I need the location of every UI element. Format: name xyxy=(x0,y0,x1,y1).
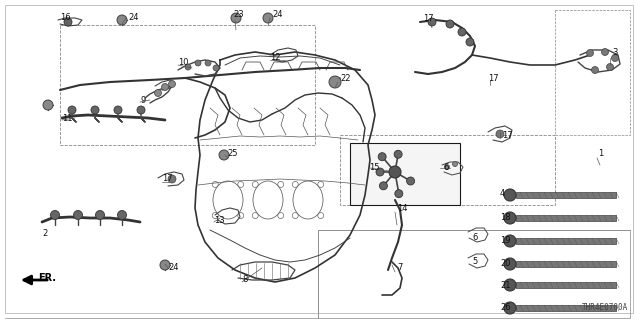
Text: 26: 26 xyxy=(500,303,511,313)
Circle shape xyxy=(394,150,402,158)
Text: FR.: FR. xyxy=(38,273,56,283)
Circle shape xyxy=(68,106,76,114)
Circle shape xyxy=(458,28,466,36)
Circle shape xyxy=(64,18,72,26)
Circle shape xyxy=(586,50,593,57)
Circle shape xyxy=(602,49,609,55)
Text: 21: 21 xyxy=(500,281,511,290)
Circle shape xyxy=(504,189,516,201)
Circle shape xyxy=(452,162,458,166)
Circle shape xyxy=(504,258,516,270)
Circle shape xyxy=(168,81,175,87)
Circle shape xyxy=(205,60,211,66)
Text: 20: 20 xyxy=(500,259,511,268)
Text: 24: 24 xyxy=(272,10,282,19)
Circle shape xyxy=(428,18,436,26)
Text: 6: 6 xyxy=(443,163,449,172)
Text: 25: 25 xyxy=(227,148,237,157)
Text: 17: 17 xyxy=(162,173,173,182)
Circle shape xyxy=(329,76,341,88)
Text: 5: 5 xyxy=(472,257,477,266)
Circle shape xyxy=(378,153,386,161)
Circle shape xyxy=(395,190,403,198)
Circle shape xyxy=(406,177,415,185)
Text: 11: 11 xyxy=(62,114,72,123)
Circle shape xyxy=(389,166,401,178)
Circle shape xyxy=(160,260,170,270)
Circle shape xyxy=(504,235,516,247)
Text: 12: 12 xyxy=(270,52,280,61)
Text: 6: 6 xyxy=(472,233,477,242)
Bar xyxy=(350,143,460,205)
Bar xyxy=(60,25,315,145)
Circle shape xyxy=(496,130,504,138)
Circle shape xyxy=(154,90,161,97)
Circle shape xyxy=(51,211,60,220)
Bar xyxy=(555,10,630,135)
Circle shape xyxy=(380,182,387,190)
Circle shape xyxy=(74,211,83,220)
Text: 8: 8 xyxy=(242,276,248,284)
Circle shape xyxy=(607,63,614,70)
Circle shape xyxy=(213,65,219,71)
Circle shape xyxy=(263,13,273,23)
Text: 2: 2 xyxy=(42,228,47,237)
Circle shape xyxy=(376,168,384,176)
Text: THR4E0700A: THR4E0700A xyxy=(582,303,628,312)
Text: 19: 19 xyxy=(500,236,511,244)
Text: 13: 13 xyxy=(214,215,225,225)
Text: 15: 15 xyxy=(369,163,380,172)
Circle shape xyxy=(91,106,99,114)
Text: 10: 10 xyxy=(178,58,189,67)
Text: 3: 3 xyxy=(612,47,618,57)
Circle shape xyxy=(95,211,104,220)
Bar xyxy=(318,230,630,318)
Circle shape xyxy=(611,54,618,61)
Circle shape xyxy=(219,150,229,160)
Text: 17: 17 xyxy=(502,131,513,140)
Text: 22: 22 xyxy=(340,74,351,83)
Text: 9: 9 xyxy=(140,95,145,105)
Text: 1: 1 xyxy=(598,148,604,157)
Circle shape xyxy=(504,279,516,291)
Text: 7: 7 xyxy=(397,263,403,273)
Circle shape xyxy=(195,60,201,66)
Bar xyxy=(340,135,555,205)
Text: 17: 17 xyxy=(423,13,434,22)
Text: 24: 24 xyxy=(128,12,138,21)
Circle shape xyxy=(117,15,127,25)
Text: 17: 17 xyxy=(488,74,499,83)
Text: 4: 4 xyxy=(500,188,505,197)
Circle shape xyxy=(161,84,168,91)
Circle shape xyxy=(445,164,449,170)
Circle shape xyxy=(504,302,516,314)
Circle shape xyxy=(114,106,122,114)
Circle shape xyxy=(168,175,176,183)
Circle shape xyxy=(43,100,53,110)
Circle shape xyxy=(591,67,598,74)
Text: 18: 18 xyxy=(500,212,511,221)
Circle shape xyxy=(466,38,474,46)
Circle shape xyxy=(118,211,127,220)
Text: 23: 23 xyxy=(233,10,244,19)
Text: 16: 16 xyxy=(60,12,70,21)
Circle shape xyxy=(446,20,454,28)
Circle shape xyxy=(231,13,241,23)
Circle shape xyxy=(137,106,145,114)
Text: 24: 24 xyxy=(168,262,179,271)
Circle shape xyxy=(504,212,516,224)
Text: 14: 14 xyxy=(397,204,408,212)
Circle shape xyxy=(185,64,191,70)
